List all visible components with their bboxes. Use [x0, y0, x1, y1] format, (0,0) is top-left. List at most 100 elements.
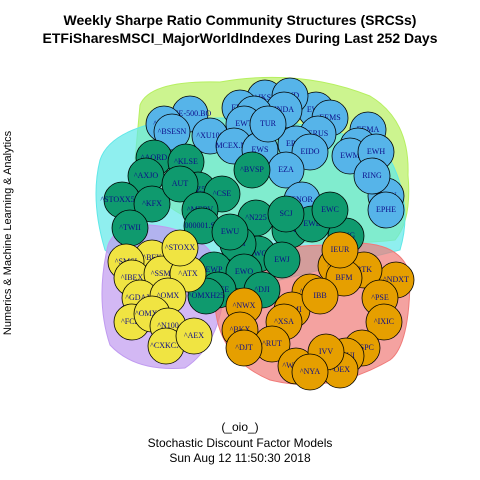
node-label: EWS	[252, 145, 269, 154]
node-label: ^BSESN	[158, 127, 187, 136]
graph-node: ^KFX	[133, 185, 171, 223]
node-label: EEMA	[357, 125, 380, 134]
graph-node: ^BVSP	[233, 151, 271, 189]
node-label: ^IXIC	[374, 317, 394, 326]
node-label: TUR	[260, 119, 277, 128]
node-label: EWH	[367, 147, 385, 156]
nodes: BSE-500.BO^JKSEEWZEWYEWDINDA^SMIN^NSEI^B…	[100, 77, 415, 391]
node-label: ^NYA	[300, 367, 320, 376]
node-label: ^SSMI	[151, 269, 174, 278]
graph-node: RING	[353, 157, 391, 195]
node-label: ^NDXT	[383, 275, 409, 284]
node-label: ^STOXX	[165, 243, 196, 252]
node-label: BTK	[356, 265, 372, 274]
node-label: ^AXJO	[134, 171, 158, 180]
node-label: IVV	[319, 347, 333, 356]
node-label: EWO	[235, 267, 253, 276]
node-circle-orange	[301, 277, 339, 315]
node-label: ^OMXH25	[188, 291, 224, 300]
node-circle-blue	[249, 105, 287, 143]
node-label: ^XSA	[274, 317, 294, 326]
node-label: EWT	[235, 119, 252, 128]
graph-node: EPHE	[367, 191, 405, 229]
node-label: EWU	[221, 227, 239, 236]
node-label: ^AEX	[184, 331, 204, 340]
node-circle-orange	[225, 329, 263, 367]
graph-node: EWJ	[263, 241, 301, 279]
node-label: ^BVSP	[240, 165, 264, 174]
node-label: ^DJT	[235, 343, 253, 352]
node-label: ^DJI	[254, 285, 270, 294]
node-label: EWJ	[274, 255, 290, 264]
node-label: EEMS	[319, 113, 340, 122]
node-label: ^BFX	[142, 253, 162, 262]
node-label: ^NWX	[233, 301, 256, 310]
node-label: EWL	[303, 219, 320, 228]
caption-line2: Stochastic Discount Factor Models	[147, 436, 333, 450]
node-label: ^PSE	[371, 293, 389, 302]
graph-node: EWC	[311, 191, 349, 229]
node-label: EWC	[321, 205, 339, 214]
node-label: MCEX.ME	[215, 141, 252, 150]
graph-node: TUR	[249, 105, 287, 143]
graph-node: IEUR	[321, 231, 359, 269]
node-circle-green	[233, 151, 271, 189]
node-circle-orange	[365, 303, 403, 341]
node-label: ^OMXSPI	[135, 309, 169, 318]
node-circle-green	[267, 195, 305, 233]
node-label: ^GDAXI	[125, 293, 155, 302]
node-label: EWQ	[249, 249, 267, 258]
caption-line1: (_oio_)	[221, 420, 259, 434]
node-circle-green	[263, 241, 301, 279]
node-circle-blue	[353, 157, 391, 195]
node-label: ^TWII	[119, 223, 141, 232]
node-circle-blue	[367, 191, 405, 229]
chart-title-line2: ETFiSharesMSCI_MajorWorldIndexes During …	[42, 30, 438, 46]
node-label: ^OMX	[157, 291, 180, 300]
graph-node: ^DJT	[225, 329, 263, 367]
node-label: ^STOXX50E	[100, 195, 143, 204]
graph-node: IBB	[301, 277, 339, 315]
graph-node: EWU	[211, 213, 249, 251]
node-label: EPHE	[376, 205, 396, 214]
node-label: ^KFX	[142, 199, 162, 208]
graph-node: ^TWII	[111, 209, 149, 247]
node-label: ^RUT	[262, 339, 282, 348]
node-label: RING	[362, 171, 382, 180]
node-label: 000001.SS	[185, 221, 220, 230]
chart-title-line1: Weekly Sharpe Ratio Community Structures…	[63, 12, 417, 28]
node-label: SCJ	[280, 209, 293, 218]
node-label: EWP	[206, 265, 223, 274]
caption-line3: Sun Aug 12 11:50:30 2018	[169, 451, 311, 465]
node-label: ^CSE	[213, 189, 232, 198]
node-label: ^ATX	[178, 269, 198, 278]
node-label: ^IBEX	[121, 273, 144, 282]
node-label: ^FCHI	[121, 317, 143, 326]
node-label: ^CXKCX	[150, 341, 182, 350]
node-circle-yellow	[161, 229, 199, 267]
node-circle-green	[311, 191, 349, 229]
node-circle-orange	[291, 353, 329, 391]
node-label: EWM	[340, 151, 360, 160]
node-label: ^N100	[157, 321, 179, 330]
node-label: EIDO	[300, 147, 319, 156]
node-label: ^OEX	[330, 365, 350, 374]
node-label: EZA	[278, 165, 294, 174]
node-label: AUT	[172, 179, 189, 188]
node-label: ^JKSE	[254, 93, 276, 102]
node-label: BSE-500.BO	[169, 109, 212, 118]
graph-node: ^IXIC	[365, 303, 403, 341]
node-circle-green	[133, 185, 171, 223]
graph-node: AUT	[161, 165, 199, 203]
node-label: ^BKX	[230, 325, 251, 334]
node-label: ^NZ50	[187, 185, 209, 194]
node-circle-orange	[321, 231, 359, 269]
node-label: ENOR	[291, 195, 313, 204]
node-label: ^AORD	[141, 153, 168, 162]
node-circle-yellow	[175, 317, 213, 355]
graph-node: ^NYA	[291, 353, 329, 391]
node-label: BFM	[336, 273, 353, 282]
graph-node: ^AEX	[175, 317, 213, 355]
node-circle-blue	[153, 113, 191, 151]
